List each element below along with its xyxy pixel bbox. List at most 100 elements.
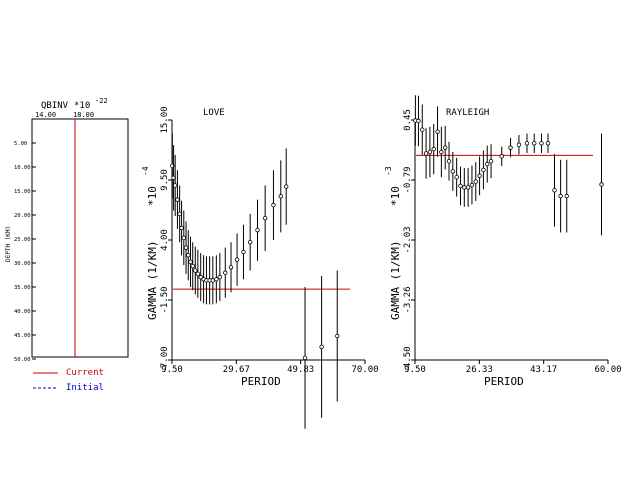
data-point	[477, 173, 482, 178]
legend-current-label: Current	[66, 368, 104, 378]
data-point	[186, 253, 191, 258]
data-point	[442, 145, 448, 150]
data-point	[454, 175, 459, 180]
y-tick-label: -0.79	[403, 166, 413, 193]
data-point	[539, 141, 544, 146]
data-point	[427, 149, 433, 155]
x-tick-label: 70.00	[351, 365, 378, 375]
data-point	[241, 249, 246, 255]
data-point	[481, 167, 486, 173]
data-point	[450, 169, 456, 174]
x-tick-label: 49.83	[287, 365, 314, 375]
y-tick-label: -1.50	[160, 286, 170, 313]
data-point	[431, 146, 436, 152]
depth-tick-label: 20.00	[14, 213, 31, 219]
love-xlabel: PERIOD	[241, 375, 281, 388]
x-tick-label: 43.17	[530, 365, 557, 375]
data-point	[462, 185, 467, 190]
data-point	[532, 141, 537, 146]
data-point	[172, 183, 178, 188]
data-point	[217, 274, 223, 280]
data-point	[335, 333, 340, 339]
love-ylabel: GAMMA (1/KM)	[146, 241, 159, 320]
data-point	[499, 154, 504, 159]
love-y-ticks: -7.00 -1.50 4.00 9.50 15.00	[160, 106, 172, 374]
x-tick-label: 60.00	[594, 365, 621, 375]
love-yscale: *10	[146, 186, 159, 206]
qbinv-scale-exponent: -22	[95, 97, 108, 105]
x-tick-label: 9.50	[161, 365, 183, 375]
data-point	[278, 194, 283, 199]
qbinv-depth-axis-label: DEPTH (KM)	[5, 226, 12, 262]
rayleigh-yscale: *10	[389, 186, 402, 206]
data-point	[195, 271, 201, 277]
love-marks	[170, 133, 350, 429]
depth-tick-label: 40.00	[14, 309, 31, 315]
data-point	[435, 129, 440, 134]
depth-tick-label: 45.00	[14, 333, 31, 339]
depth-tick-label: 5.00	[14, 141, 27, 147]
x-tick-label: 29.67	[223, 365, 250, 375]
data-point	[198, 274, 203, 280]
data-point	[177, 211, 182, 217]
data-point	[446, 159, 452, 164]
x-tick-label: 9.50	[404, 365, 426, 375]
data-point	[179, 225, 184, 231]
data-point	[262, 215, 268, 221]
qbinv-scale: *10	[74, 101, 90, 111]
data-point	[516, 142, 522, 147]
depth-tick-label: 15.00	[14, 189, 31, 195]
data-point	[284, 184, 289, 189]
love-x-ticks: 9.50 29.67 49.83 70.00	[161, 360, 379, 375]
love-yscale-exponent: -4	[141, 166, 150, 176]
data-point	[247, 239, 253, 245]
data-point	[508, 145, 513, 150]
data-point	[485, 161, 490, 167]
legend: Current Initial	[33, 368, 104, 393]
y-tick-label: 0.45	[403, 109, 413, 131]
y-tick-label: 9.50	[160, 169, 170, 191]
data-point	[175, 197, 180, 202]
data-point	[439, 149, 444, 155]
x-tick-label: 26.33	[466, 365, 493, 375]
rayleigh-xlabel: PERIOD	[484, 375, 524, 388]
data-point	[469, 182, 475, 188]
y-tick-label: -3.26	[403, 286, 413, 313]
data-point	[234, 257, 240, 262]
depth-tick-label: 30.00	[14, 261, 31, 267]
data-point	[319, 344, 324, 350]
rayleigh-title: RAYLEIGH	[446, 108, 489, 118]
data-point	[465, 185, 471, 190]
data-point	[458, 183, 463, 189]
qbinv-title: QBINV	[41, 101, 69, 111]
data-point	[255, 227, 260, 233]
depth-tick-label: 50.00	[14, 357, 31, 363]
depth-tick-label: 35.00	[14, 285, 31, 291]
y-tick-label: 15.00	[160, 106, 170, 133]
data-point	[473, 179, 478, 184]
depth-tick-label: 25.00	[14, 237, 31, 243]
data-point	[181, 235, 187, 241]
data-point	[564, 193, 569, 199]
rayleigh-yscale-exponent: -3	[384, 166, 393, 176]
data-point	[188, 259, 193, 265]
qbinv-top-tick-0: 14.00	[35, 111, 56, 119]
data-point	[558, 193, 563, 199]
data-point	[302, 355, 308, 361]
data-point	[228, 265, 234, 270]
qbinv-top-tick-1: 18.00	[73, 111, 94, 119]
rayleigh-x-ticks: 9.50 26.33 43.17 60.00	[404, 360, 622, 375]
rayleigh-chart: RAYLEIGH -4.50 -3.26 -2.03 -0.79 0.45 9.50 26…	[384, 95, 622, 388]
qbinv-depth-ticks: 5.00 10.00 15.00 20.00 25.00 30.00 35.00 40.00 4…	[14, 141, 36, 363]
rayleigh-marks	[413, 95, 604, 236]
love-title: LOVE	[203, 108, 225, 118]
y-tick-label: -2.03	[403, 226, 413, 253]
data-point	[488, 159, 494, 164]
rayleigh-ylabel: GAMMA (1/KM)	[389, 241, 402, 320]
data-point	[416, 118, 421, 124]
data-point	[183, 245, 189, 250]
depth-tick-label: 10.00	[14, 165, 31, 171]
data-point	[599, 182, 604, 187]
data-point	[210, 278, 216, 283]
legend-initial-label: Initial	[66, 383, 104, 393]
